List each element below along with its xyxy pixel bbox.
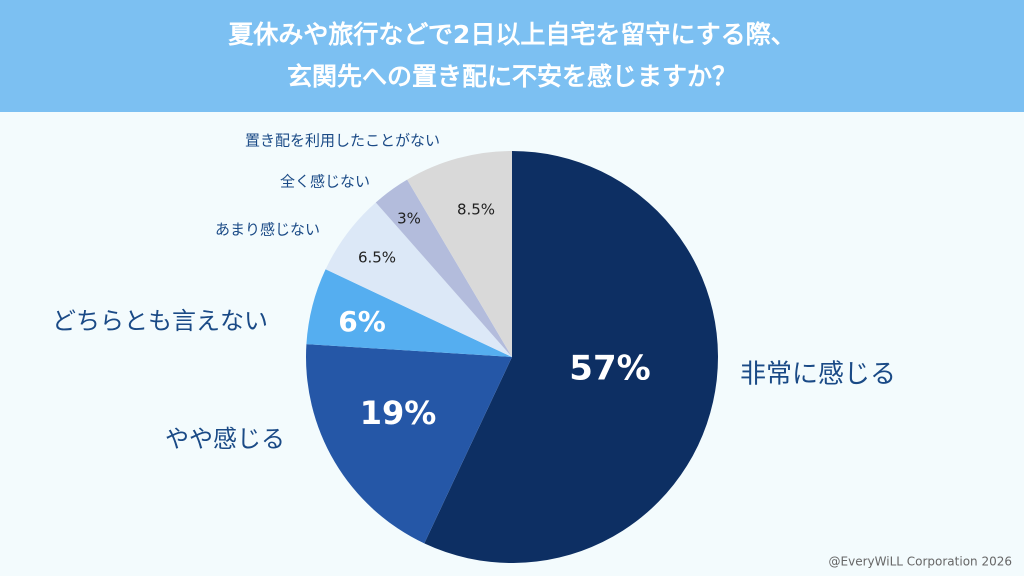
value-label: 8.5% [457, 201, 495, 219]
pie-slice [306, 269, 512, 357]
header-band [0, 0, 1024, 112]
category-label: 置き配を利用したことがない [245, 132, 440, 150]
value-label: 19% [360, 394, 437, 432]
category-label: あまり感じない [215, 221, 320, 239]
value-label: 6.5% [358, 249, 396, 267]
pie-slice [375, 179, 512, 357]
value-label: 6% [338, 305, 386, 338]
pie-slice [325, 202, 512, 357]
category-label: 非常に感じる [740, 360, 896, 390]
category-label: やや感じる [165, 425, 285, 453]
pie-slice [407, 151, 512, 357]
value-label: 3% [397, 210, 421, 228]
value-label: 57% [569, 349, 650, 389]
pie-slice [424, 151, 719, 563]
category-label: どちらとも言えない [52, 307, 268, 335]
chart-title: 玄関先への置き配に不安を感じますか？ [287, 62, 737, 91]
chart-title: 夏休みや旅行などで2日以上自宅を留守にする際、 [228, 20, 795, 49]
pie-slice [306, 344, 512, 544]
category-label: 全く感じない [280, 173, 370, 191]
credit: @EveryWiLL Corporation 2026 [829, 555, 1012, 569]
